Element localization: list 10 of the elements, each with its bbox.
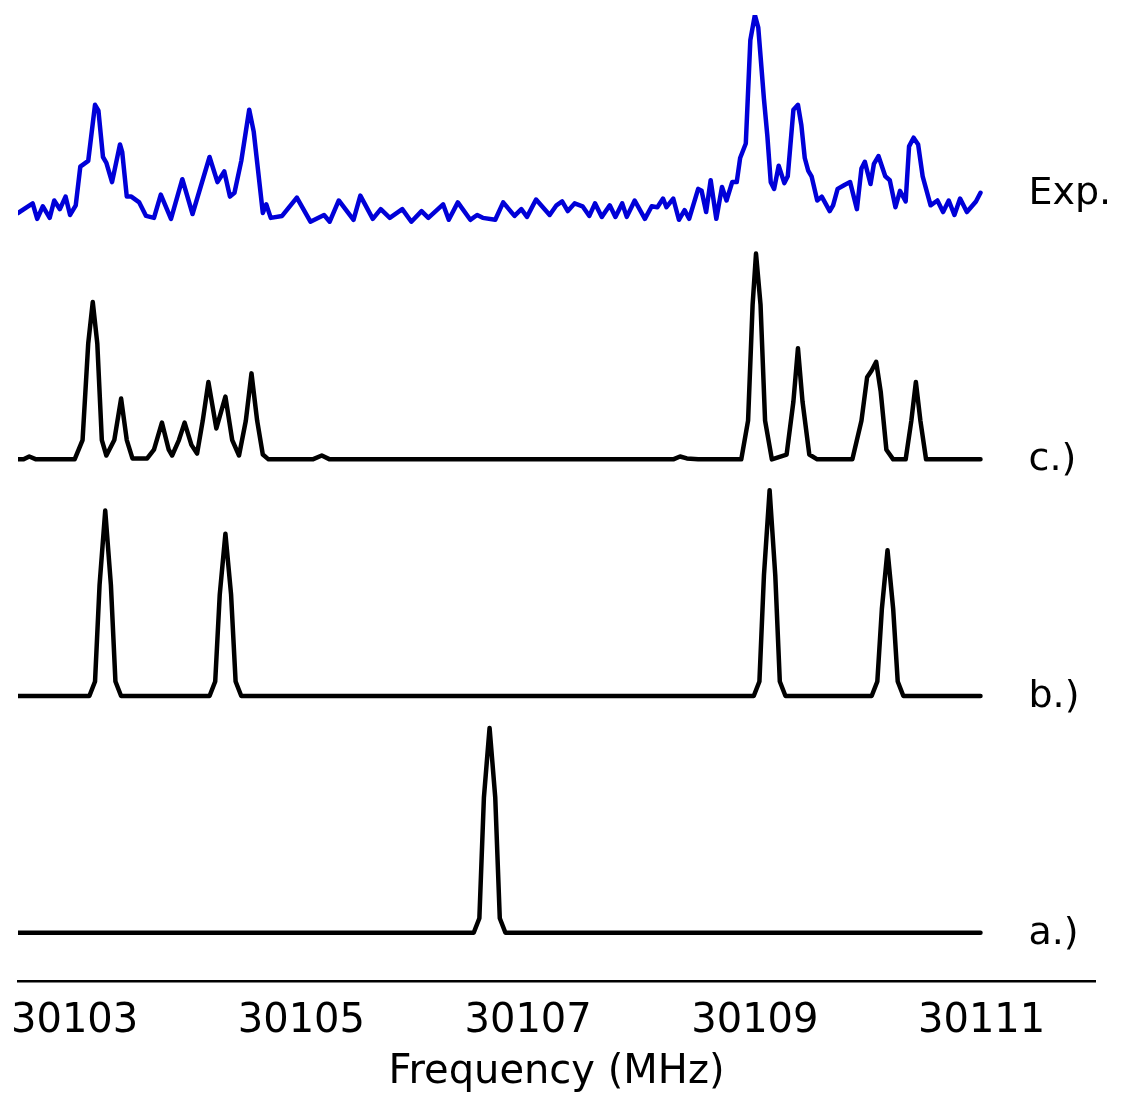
x-tick-label: 30109 xyxy=(691,995,819,1042)
series-label: b.) xyxy=(1028,671,1080,716)
x-axis-title: Frequency (MHz) xyxy=(388,1046,725,1093)
x-tick-label: 30105 xyxy=(237,995,365,1042)
series-label: c.) xyxy=(1028,435,1077,480)
series-label: a.) xyxy=(1028,908,1079,953)
x-tick-label: 30107 xyxy=(464,995,592,1042)
x-tick-label: 30111 xyxy=(918,995,1046,1042)
x-tick-label: 30103 xyxy=(11,995,139,1042)
series-label: Exp. xyxy=(1028,168,1112,213)
